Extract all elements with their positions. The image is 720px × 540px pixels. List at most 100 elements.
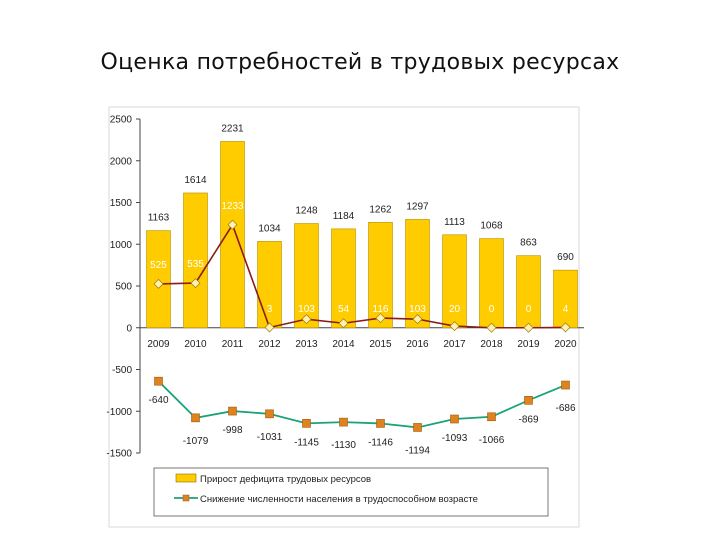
line-point-square	[413, 423, 422, 432]
line-point-diamond	[190, 278, 201, 289]
legend-box	[153, 467, 549, 517]
line-point-diamond	[560, 322, 571, 333]
x-tick-label: 2014	[332, 339, 355, 350]
y-tick-label: -1000	[106, 407, 132, 418]
y-tick-label: 500	[115, 282, 132, 293]
line-value-label: 4	[563, 304, 569, 315]
bar	[479, 238, 504, 329]
page-title: Оценка потребностей в трудовых ресурсах	[100, 50, 620, 75]
line-point-diamond	[449, 321, 460, 332]
bar-value-label: 1262	[369, 204, 392, 215]
line-value-label: -1145	[294, 437, 319, 448]
line-value-label: 3	[267, 304, 273, 315]
line-value-label: 0	[526, 304, 532, 315]
bar-value-label: 1163	[148, 213, 170, 224]
line-point-square	[154, 376, 163, 386]
x-tick-label: 2010	[184, 339, 207, 350]
line-point-diamond	[153, 278, 164, 289]
line-point-square	[265, 409, 274, 419]
line-value-label: 20	[449, 304, 461, 315]
legend-label-bar: Прирост дефицита трудовых ресурсов	[200, 474, 371, 485]
line-value-label: 103	[409, 304, 426, 315]
line-point-diamond	[375, 313, 386, 324]
bar-value-label: 1248	[295, 206, 318, 217]
bar	[257, 241, 282, 329]
bar	[368, 222, 393, 329]
line-point-diamond	[301, 314, 312, 325]
line-value-label: -1194	[405, 445, 430, 456]
line-value-label: -869	[518, 414, 538, 425]
line-point-square	[524, 396, 533, 405]
legend-swatch-bar	[175, 473, 197, 483]
x-tick-label: 2020	[554, 339, 577, 350]
line-value-label: -1130	[331, 440, 356, 451]
legend: Прирост дефицита трудовых ресурсов Сниже…	[153, 467, 549, 517]
line-point-diamond	[412, 314, 423, 325]
bar-series	[146, 141, 578, 329]
line-point-diamond	[264, 322, 275, 333]
bar	[183, 192, 208, 329]
bar	[405, 219, 430, 329]
line-point-diamond	[486, 322, 497, 333]
line-value-label: 116	[373, 304, 389, 315]
line-point-square	[191, 413, 200, 423]
line-point-square	[487, 412, 496, 422]
bar	[331, 228, 356, 329]
x-tick-label: 2017	[443, 339, 466, 350]
line-point-diamond	[227, 219, 238, 230]
bar-value-label: 1068	[480, 221, 503, 232]
line-value-label: 54	[338, 304, 350, 315]
bar	[553, 269, 578, 329]
line-value-label: -1079	[183, 436, 209, 447]
line-point-square	[228, 406, 237, 416]
x-tick-label: 2019	[517, 339, 540, 350]
line-value-label: -998	[222, 425, 242, 436]
x-tick-label: 2018	[480, 339, 503, 350]
bar-value-label: 863	[520, 238, 537, 249]
y-axis: 2500 2000 1500 1000 500 0 -500 -1000 -1500 2009 20…	[106, 115, 584, 460]
line-value-label: -686	[555, 403, 575, 414]
bar	[220, 141, 245, 329]
line-point-diamond	[338, 318, 349, 329]
line-value-label: 525	[150, 260, 167, 271]
line-point-diamond	[523, 322, 534, 333]
y-tick-label: 1500	[110, 198, 133, 209]
line-series	[153, 219, 571, 432]
line-value-label: -1031	[257, 432, 283, 443]
line-value-label: -640	[148, 395, 168, 406]
y-tick-label: 1000	[110, 240, 133, 251]
x-tick-label: 2013	[295, 339, 318, 350]
y-tick-label: 2500	[110, 115, 133, 126]
line-point-square	[561, 380, 570, 390]
x-tick-label: 2016	[406, 339, 429, 350]
x-tick-label: 2009	[147, 339, 170, 350]
x-tick-label: 2012	[258, 339, 281, 350]
line-value-label: -1146	[368, 437, 393, 448]
bar-value-label: 1184	[333, 211, 355, 222]
y-tick-label: -1500	[106, 449, 132, 460]
bar	[516, 255, 541, 329]
line-point-square	[302, 419, 311, 428]
bar-value-label: 1614	[184, 175, 207, 186]
line-value-label: 535	[187, 259, 204, 270]
x-tick-label: 2011	[222, 339, 244, 350]
y-tick-label: -500	[112, 365, 132, 376]
line-value-label: 1233	[221, 201, 244, 212]
line-point-square	[376, 419, 385, 428]
series-line	[158, 222, 566, 329]
line-value-label: 0	[489, 304, 495, 315]
bar-value-label: 690	[557, 252, 574, 263]
bar-value-label: 2231	[221, 123, 244, 134]
line-point-square	[450, 414, 459, 424]
bar-value-label: 1113	[444, 217, 465, 228]
line-value-label: -1066	[479, 435, 505, 446]
line-value-label: -1093	[442, 433, 468, 444]
y-tick-label: 2000	[110, 156, 133, 167]
line-point-square	[339, 417, 348, 427]
bar-value-label: 1297	[406, 201, 429, 212]
legend-label-line: Снижение численности населения в трудосп…	[200, 494, 478, 505]
bar-value-label: 1034	[258, 223, 281, 234]
legend-swatch-marker	[182, 494, 190, 502]
